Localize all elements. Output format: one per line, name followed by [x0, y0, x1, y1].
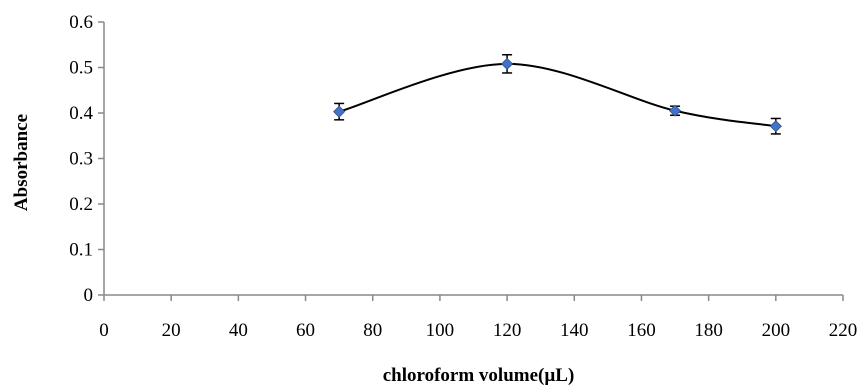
x-tick-label: 80	[363, 320, 382, 341]
y-tick-label: 0	[84, 285, 94, 306]
y-tick-label: 0.4	[69, 103, 93, 124]
x-axis-title: chloroform volume(µL)	[383, 365, 575, 386]
x-tick-label: 40	[229, 320, 248, 341]
x-tick-label: 220	[829, 320, 858, 341]
y-tick-label: 0.2	[69, 194, 93, 215]
x-tick-label: 0	[99, 320, 109, 341]
x-tick-label: 180	[694, 320, 723, 341]
data-point	[668, 104, 682, 117]
axes	[103, 22, 843, 296]
y-axis-ticks: 0 0.1 0.2 0.3 0.4 0.5 0.6	[69, 12, 104, 306]
data-point	[769, 120, 782, 133]
plot-area	[333, 54, 782, 135]
x-tick-label: 160	[627, 320, 656, 341]
y-axis-title: Absorbance	[11, 114, 32, 211]
x-tick-label: 120	[493, 320, 522, 341]
x-axis-ticks: 0 20 40 60 80 100 120 140 160 180 200 220	[99, 295, 857, 341]
x-tick-label: 100	[426, 320, 455, 341]
y-tick-label: 0.3	[69, 149, 93, 170]
y-tick-label: 0.6	[69, 12, 93, 33]
y-tick-label: 0.5	[69, 58, 93, 79]
x-tick-label: 200	[762, 320, 791, 341]
data-point	[333, 105, 346, 118]
x-tick-label: 60	[296, 320, 315, 341]
data-point	[501, 57, 514, 70]
y-tick-label: 0.1	[69, 240, 93, 261]
series-line	[338, 62, 776, 128]
x-tick-label: 140	[560, 320, 589, 341]
x-tick-label: 20	[162, 320, 181, 341]
